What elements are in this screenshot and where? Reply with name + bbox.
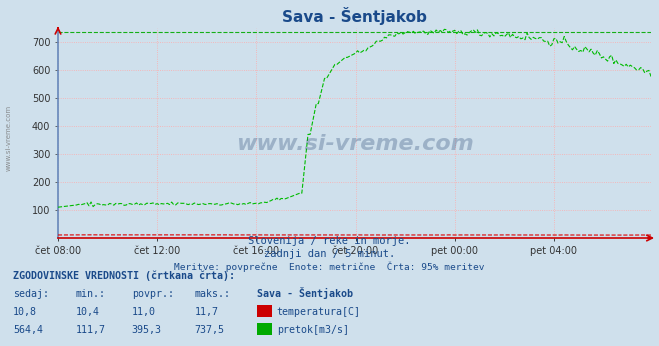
- Text: temperatura[C]: temperatura[C]: [277, 307, 360, 317]
- Text: 737,5: 737,5: [194, 325, 225, 335]
- Text: 111,7: 111,7: [76, 325, 106, 335]
- Text: zadnji dan / 5 minut.: zadnji dan / 5 minut.: [264, 249, 395, 259]
- Text: maks.:: maks.:: [194, 289, 231, 299]
- Text: 11,7: 11,7: [194, 307, 218, 317]
- Title: Sava - Šentjakob: Sava - Šentjakob: [282, 8, 427, 26]
- Text: Sava - Šentjakob: Sava - Šentjakob: [257, 286, 353, 299]
- Text: 10,8: 10,8: [13, 307, 37, 317]
- Text: Slovenija / reke in morje.: Slovenija / reke in morje.: [248, 236, 411, 246]
- Text: pretok[m3/s]: pretok[m3/s]: [277, 325, 349, 335]
- Text: www.si-vreme.com: www.si-vreme.com: [236, 134, 473, 154]
- Text: 564,4: 564,4: [13, 325, 43, 335]
- Text: www.si-vreme.com: www.si-vreme.com: [5, 105, 11, 172]
- Text: ZGODOVINSKE VREDNOSTI (črtkana črta):: ZGODOVINSKE VREDNOSTI (črtkana črta):: [13, 270, 235, 281]
- Text: 11,0: 11,0: [132, 307, 156, 317]
- Text: 395,3: 395,3: [132, 325, 162, 335]
- Text: Meritve: povprečne  Enote: metrične  Črta: 95% meritev: Meritve: povprečne Enote: metrične Črta:…: [174, 262, 485, 272]
- Text: 10,4: 10,4: [76, 307, 100, 317]
- Text: sedaj:: sedaj:: [13, 289, 49, 299]
- Text: povpr.:: povpr.:: [132, 289, 174, 299]
- Text: min.:: min.:: [76, 289, 106, 299]
